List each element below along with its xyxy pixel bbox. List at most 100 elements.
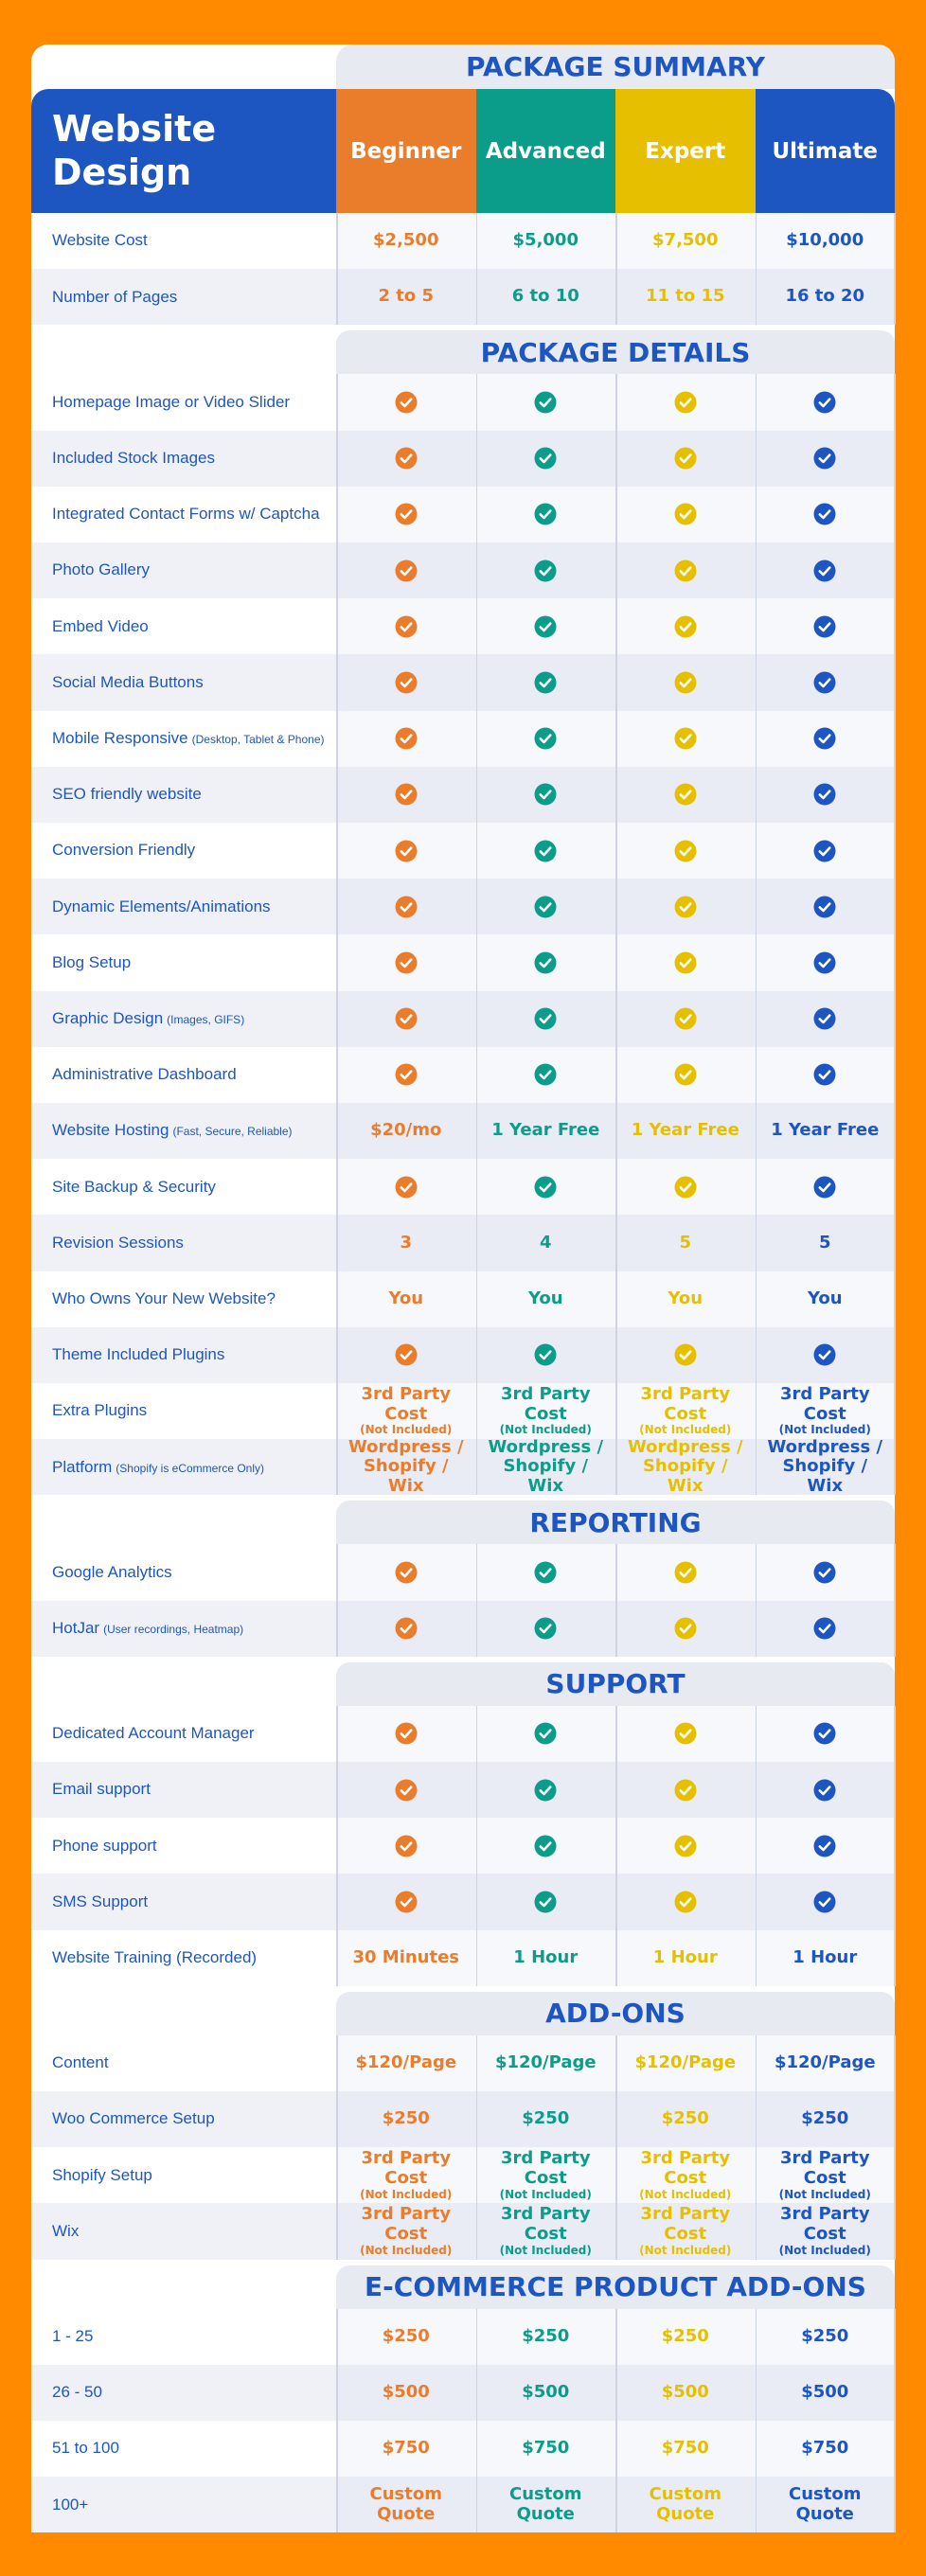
cell-note: (Not Included) xyxy=(360,2187,453,2201)
cell-text: 16 to 20 xyxy=(785,286,865,307)
label-text: 1 - 25 xyxy=(52,2326,94,2345)
row-label: Platform (Shopify is eCommerce Only) xyxy=(31,1439,336,1495)
check-icon xyxy=(395,1007,418,1030)
plan-cell: 3rd Party Cost (Not Included) xyxy=(475,2203,615,2260)
check-icon xyxy=(534,1063,557,1086)
column-divider xyxy=(475,2034,477,2260)
plan-cell xyxy=(336,430,476,487)
label-text: Extra Plugins xyxy=(52,1401,148,1420)
check-icon xyxy=(674,1617,697,1640)
plan-cell xyxy=(475,1159,615,1216)
cell-note: (Not Included) xyxy=(499,1423,592,1437)
check-icon xyxy=(813,1835,836,1857)
check-icon xyxy=(395,1891,418,1913)
label-text: Who Owns Your New Website? xyxy=(52,1288,276,1307)
cell-text: $750 xyxy=(522,2438,570,2459)
label-text: Photo Gallery xyxy=(52,560,150,579)
plan-cell: 16 to 20 xyxy=(755,269,895,326)
check-icon xyxy=(534,1343,557,1366)
cell-text: $5,000 xyxy=(512,230,579,251)
check-icon xyxy=(395,1617,418,1640)
plan-cell xyxy=(615,1705,756,1762)
row-label: Social Media Buttons xyxy=(31,654,336,710)
cell-text: Custom Quote xyxy=(509,2484,582,2524)
plan-cell: Wordpress / Shopify / Wix xyxy=(755,1437,895,1496)
column-divider xyxy=(475,374,477,1496)
label-text: Graphic Design xyxy=(52,1008,164,1027)
row-label-text: Number of Pages xyxy=(52,288,177,307)
plan-cell xyxy=(615,486,756,542)
cell-text: Custom Quote xyxy=(649,2484,721,2524)
cell-text: $250 xyxy=(382,2325,430,2346)
check-icon xyxy=(534,727,557,750)
cell-note: (Not Included) xyxy=(639,1423,732,1437)
plan-cell: Wordpress / Shopify / Wix xyxy=(615,1437,756,1496)
cell-text: Wordpress / Shopify / Wix xyxy=(347,1436,464,1497)
label-note: (Images, GIFS) xyxy=(167,1012,245,1026)
plan-cell xyxy=(755,430,895,487)
check-icon xyxy=(674,1835,697,1857)
row-label-text: Wix xyxy=(52,2222,79,2241)
row-label-text: Theme Included Plugins xyxy=(52,1345,224,1364)
label-text: Website Training (Recorded) xyxy=(52,1947,258,1966)
plan-cell: 6 to 10 xyxy=(475,269,615,326)
check-icon xyxy=(813,560,836,582)
row-label: Woo Commerce Setup xyxy=(31,2091,336,2147)
plan-header: Ultimate xyxy=(755,89,895,213)
cell-text: 4 xyxy=(539,1232,552,1252)
plan-cell: 4 xyxy=(475,1215,615,1271)
plan-cell xyxy=(755,1600,895,1657)
row-label-text: Website Cost xyxy=(52,231,148,250)
cell-text: 1 Hour xyxy=(792,1946,858,1967)
cell-text: 3rd Party Cost xyxy=(361,2204,452,2245)
plan-cell xyxy=(336,1874,476,1930)
check-icon xyxy=(674,1779,697,1802)
cell-text: You xyxy=(668,1288,703,1308)
cell-note: (Not Included) xyxy=(778,1423,871,1437)
plan-cell: $250 xyxy=(615,2091,756,2148)
table-title: Website Design xyxy=(52,107,217,193)
check-icon xyxy=(674,1343,697,1366)
plan-cell: 1 Hour xyxy=(755,1929,895,1986)
plan-cell: 1 Year Free xyxy=(755,1103,895,1160)
plan-cell xyxy=(336,879,476,935)
plan-cell xyxy=(755,1159,895,1216)
check-icon xyxy=(534,671,557,694)
plan-cell xyxy=(336,1544,476,1601)
plan-cell: 3rd Party Cost (Not Included) xyxy=(475,1383,615,1440)
plan-cell xyxy=(755,1326,895,1383)
plan-cell xyxy=(755,1762,895,1819)
label-note: (Fast, Secure, Reliable) xyxy=(172,1125,293,1139)
row-label-text: SMS Support xyxy=(52,1892,148,1911)
plan-cell xyxy=(755,374,895,431)
label-text: Wix xyxy=(52,2221,80,2240)
check-icon xyxy=(813,391,836,414)
plan-cell xyxy=(336,710,476,767)
cell-text: $2,500 xyxy=(373,230,439,251)
plan-cell: $500 xyxy=(475,2364,615,2421)
check-icon xyxy=(395,671,418,694)
cell-text: $250 xyxy=(382,2108,430,2129)
plan-header: Expert xyxy=(615,89,756,213)
row-label: Phone support xyxy=(31,1818,336,1874)
check-icon xyxy=(534,615,557,638)
column-divider xyxy=(894,374,896,1496)
plan-cell: 1 Hour xyxy=(475,1929,615,1986)
column-divider xyxy=(755,213,757,326)
cell-text: 3rd Party Cost xyxy=(500,2204,591,2245)
cell-text: 1 Hour xyxy=(652,1946,718,1967)
row-label-text: Blog Setup xyxy=(52,953,131,972)
plan-cell xyxy=(615,766,756,823)
cell-text: 3rd Party Cost xyxy=(779,1384,870,1424)
row-label-text: Integrated Contact Forms w/ Captcha xyxy=(52,505,320,524)
check-icon xyxy=(395,447,418,470)
plan-cell xyxy=(615,430,756,487)
plan-cell xyxy=(475,486,615,542)
check-icon xyxy=(534,1561,557,1584)
label-text: 100+ xyxy=(52,2495,89,2514)
plan-cell xyxy=(615,990,756,1047)
column-divider xyxy=(755,374,757,1496)
check-icon xyxy=(674,1722,697,1745)
plan-cell: $250 xyxy=(615,2308,756,2365)
check-icon xyxy=(534,1007,557,1030)
